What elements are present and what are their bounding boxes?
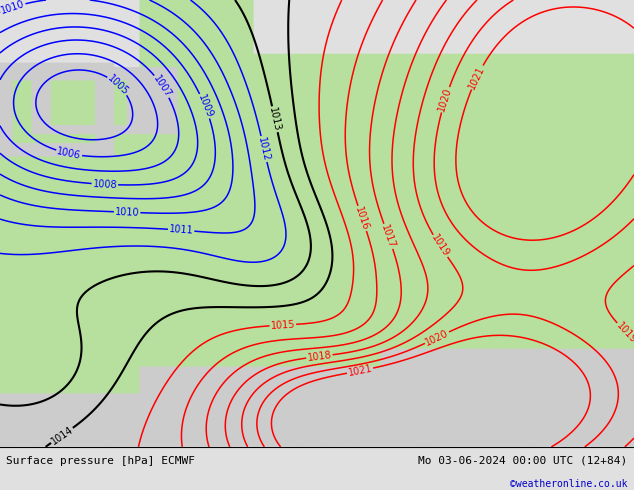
Text: Surface pressure [hPa] ECMWF: Surface pressure [hPa] ECMWF xyxy=(6,456,195,466)
Text: 1007: 1007 xyxy=(152,73,173,99)
Text: 1020: 1020 xyxy=(437,86,454,113)
Text: 1012: 1012 xyxy=(256,136,271,162)
Text: 1019: 1019 xyxy=(429,233,451,259)
Text: Mo 03-06-2024 00:00 UTC (12+84): Mo 03-06-2024 00:00 UTC (12+84) xyxy=(418,456,628,466)
Text: 1005: 1005 xyxy=(106,73,131,97)
Text: 1020: 1020 xyxy=(424,328,450,347)
Text: 1011: 1011 xyxy=(169,224,194,236)
Text: 1017: 1017 xyxy=(380,223,397,249)
Text: ©weatheronline.co.uk: ©weatheronline.co.uk xyxy=(510,479,628,489)
Text: 1021: 1021 xyxy=(467,64,487,91)
Text: 1008: 1008 xyxy=(93,179,117,190)
Text: 1018: 1018 xyxy=(307,350,332,363)
Text: 1015: 1015 xyxy=(270,319,295,331)
Text: 1006: 1006 xyxy=(56,146,82,161)
Text: 1021: 1021 xyxy=(347,364,373,378)
Text: 1010: 1010 xyxy=(0,0,26,16)
Text: 1010: 1010 xyxy=(115,207,139,218)
Text: 1009: 1009 xyxy=(196,93,214,119)
Text: 1016: 1016 xyxy=(354,205,371,232)
Text: 1019: 1019 xyxy=(614,320,634,345)
Text: 1014: 1014 xyxy=(49,424,75,446)
Text: 1013: 1013 xyxy=(268,106,282,132)
